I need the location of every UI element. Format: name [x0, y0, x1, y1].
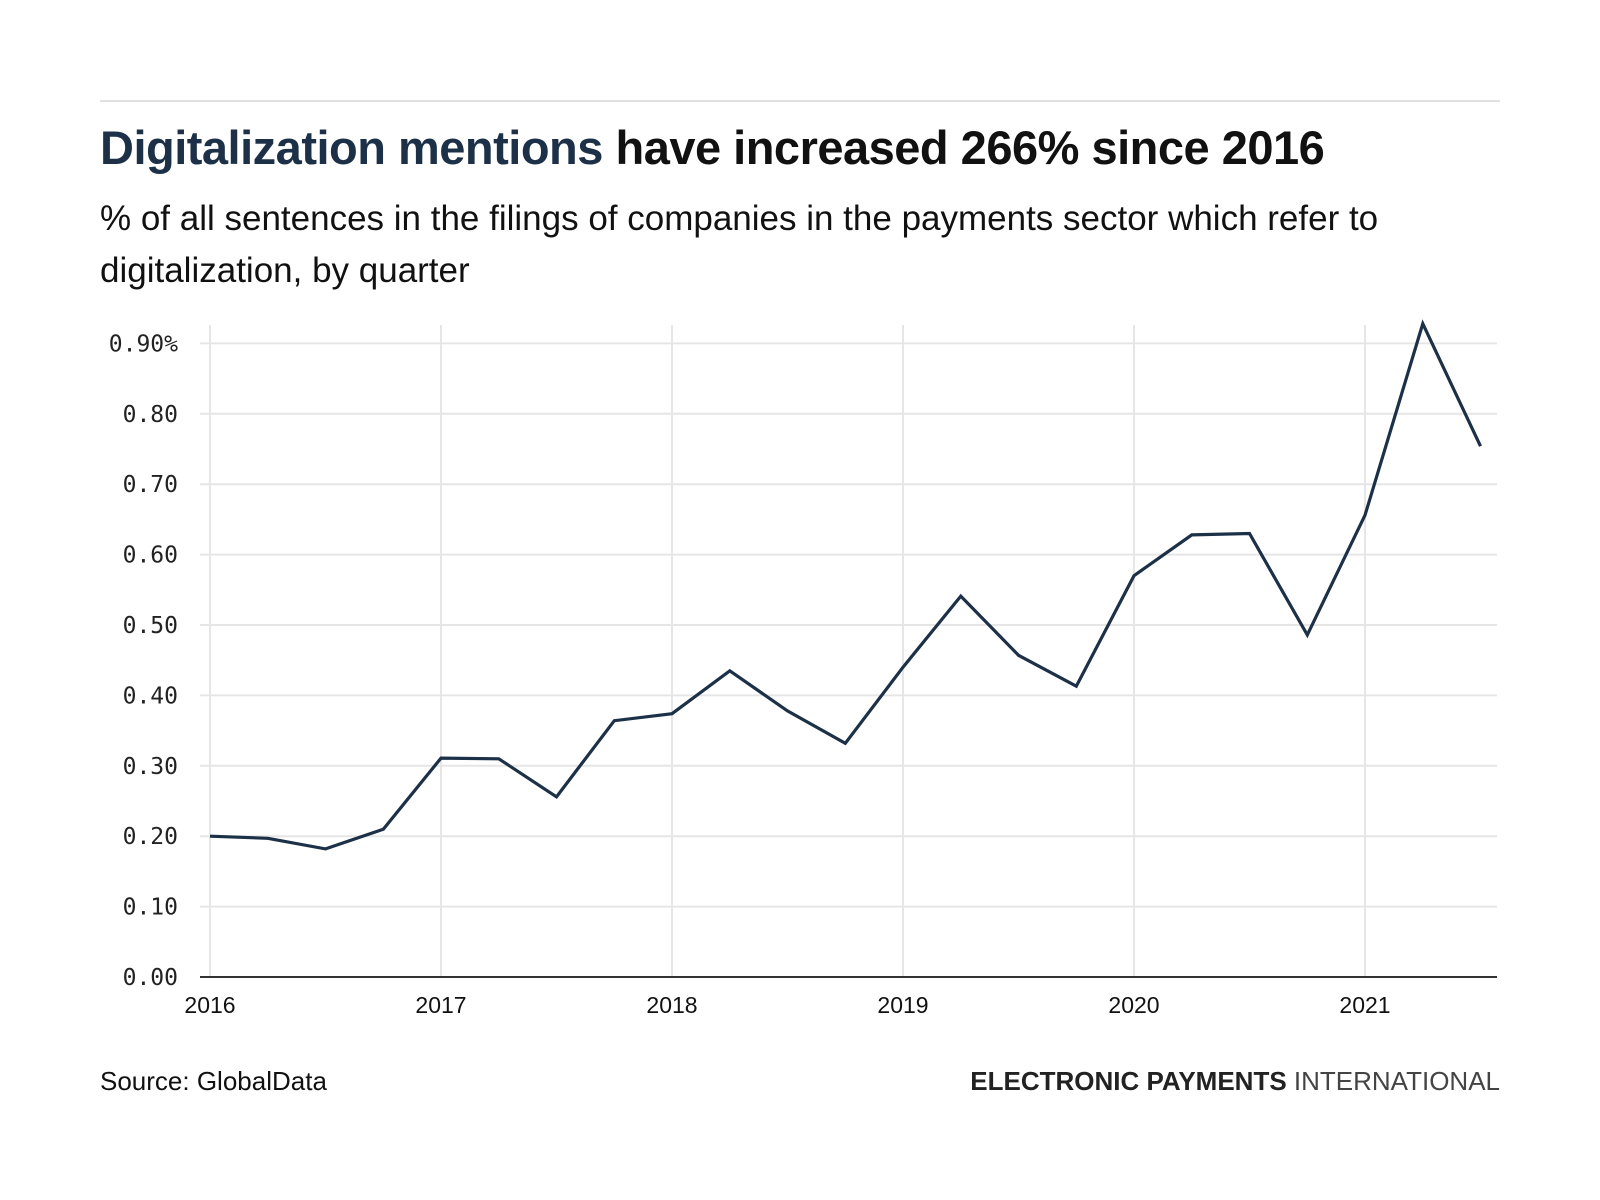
brand-logo: ELECTRONIC PAYMENTS INTERNATIONAL: [970, 1066, 1500, 1097]
y-tick-label: 0.00: [123, 965, 178, 991]
x-tick-label: 2016: [184, 992, 235, 1018]
brand-light: INTERNATIONAL: [1286, 1066, 1500, 1096]
y-tick-label: 0.80: [123, 402, 178, 428]
y-gridlines: [200, 342, 1497, 908]
data-points: [209, 323, 1481, 849]
y-tick-label: 0.50: [123, 613, 178, 639]
y-tick-label: 0.70: [123, 472, 178, 498]
x-axis-ticks: 2016 2017 2018 2019 2020 2021: [184, 992, 1390, 1018]
brand-bold: ELECTRONIC PAYMENTS: [970, 1066, 1287, 1096]
chart-title: Digitalization mentions have increased 2…: [100, 120, 1520, 175]
y-tick-label: 0.90%: [109, 331, 178, 357]
x-tick-label: 2021: [1339, 992, 1390, 1018]
y-tick-label: 0.20: [123, 824, 178, 850]
x-tick-label: 2017: [415, 992, 466, 1018]
x-gridlines: [209, 325, 1366, 977]
y-tick-label: 0.30: [123, 754, 178, 780]
title-accent: Digitalization mentions: [100, 121, 603, 174]
x-tick-label: 2020: [1108, 992, 1159, 1018]
y-tick-label: 0.40: [123, 683, 178, 709]
top-divider: [100, 100, 1500, 102]
source-note: Source: GlobalData: [100, 1066, 327, 1096]
y-tick-label: 0.60: [123, 543, 178, 569]
series-line-digitalization: [209, 319, 1482, 851]
y-axis-ticks: 0.00 0.10 0.20 0.30 0.40 0.50 0.60 0.70 0.80 0.90…: [109, 331, 178, 991]
y-tick-label: 0.10: [123, 895, 178, 921]
title-rest: have increased 266% since 2016: [602, 121, 1325, 174]
chart-subtitle: % of all sentences in the filings of com…: [100, 199, 1379, 290]
x-tick-label: 2019: [877, 992, 928, 1018]
x-tick-label: 2018: [646, 992, 697, 1018]
